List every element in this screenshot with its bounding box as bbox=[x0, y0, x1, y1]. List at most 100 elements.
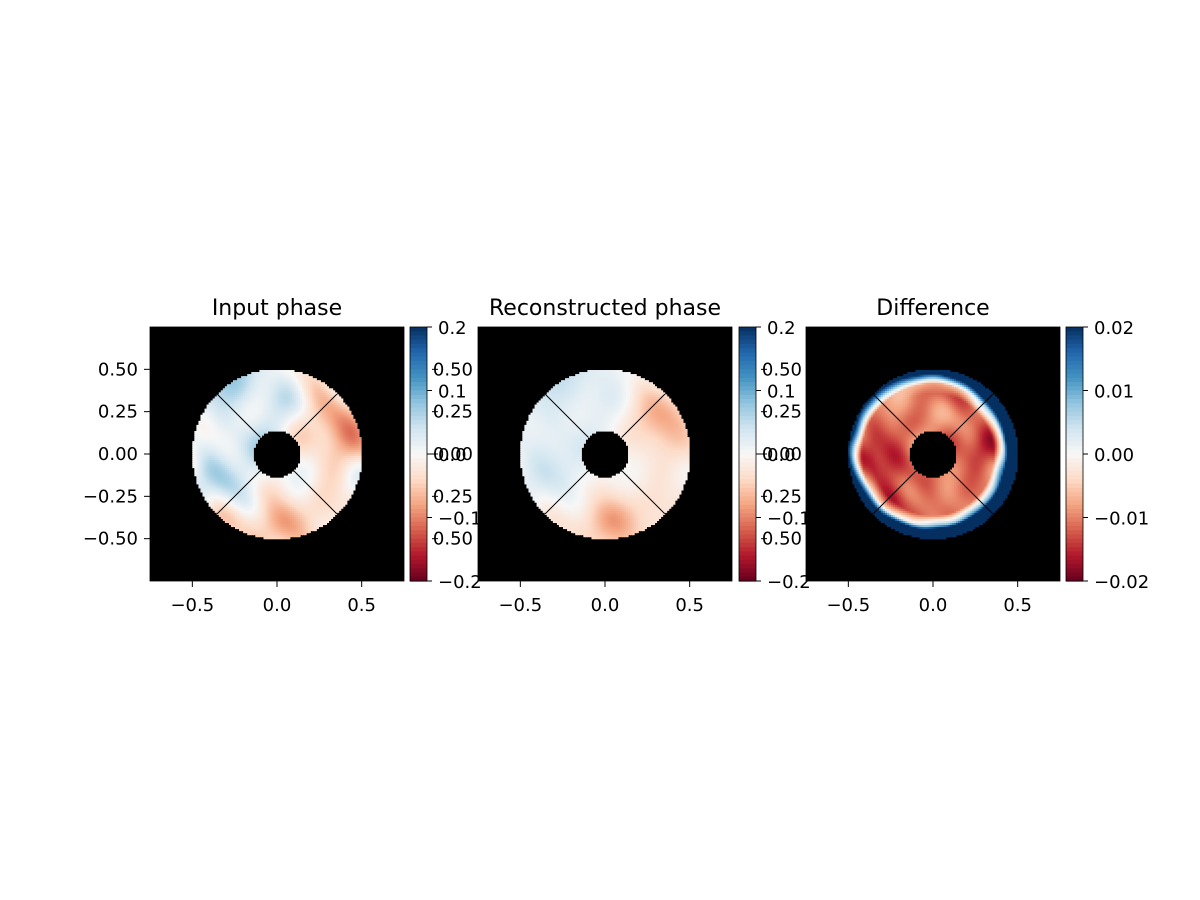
pixel-cell bbox=[224, 394, 228, 398]
pixel-cell bbox=[358, 443, 362, 446]
pixel-cell bbox=[295, 510, 299, 513]
pixel-cell bbox=[212, 449, 216, 452]
pixel-cell bbox=[304, 510, 307, 513]
pixel-cell bbox=[222, 435, 226, 438]
pixel-cell bbox=[310, 437, 313, 440]
pixel-cell bbox=[287, 394, 291, 398]
pixel-cell bbox=[204, 433, 208, 436]
pixel-cell bbox=[204, 473, 208, 477]
pixel-cell bbox=[237, 443, 240, 446]
pixel-cell bbox=[220, 479, 224, 483]
pixel-cell bbox=[302, 412, 305, 416]
pixel-cell bbox=[334, 461, 338, 465]
pixel-cell bbox=[316, 435, 319, 438]
pixel-cell bbox=[330, 465, 334, 469]
pixel-cell bbox=[235, 463, 238, 467]
pixel-cell bbox=[291, 424, 295, 428]
pixel-cell bbox=[241, 520, 244, 524]
pixel-cell bbox=[198, 481, 202, 485]
pixel-cell bbox=[277, 408, 281, 412]
pixel-cell bbox=[336, 510, 340, 513]
pixel-cell bbox=[326, 437, 330, 440]
pixel-cell bbox=[196, 443, 200, 446]
pixel-cell bbox=[255, 374, 258, 377]
pixel-cell bbox=[208, 430, 212, 434]
pixel-cell bbox=[239, 463, 242, 467]
pixel-cell bbox=[289, 406, 293, 410]
pixel-cell bbox=[194, 439, 197, 442]
pixel-cell bbox=[255, 491, 258, 495]
pixel-cell bbox=[350, 469, 354, 473]
pixel-cell bbox=[259, 414, 263, 418]
pixel-cell bbox=[300, 526, 303, 530]
pixel-cell bbox=[273, 416, 277, 420]
pixel-cell bbox=[312, 408, 315, 412]
pixel-cell bbox=[300, 504, 303, 507]
pixel-cell bbox=[328, 477, 332, 481]
pixel-cell bbox=[204, 463, 208, 467]
pixel-cell bbox=[208, 439, 212, 442]
pixel-cell bbox=[342, 463, 346, 467]
pixel-cell bbox=[295, 408, 299, 412]
pixel-cell bbox=[232, 520, 236, 524]
pixel-cell bbox=[287, 416, 291, 420]
pixel-cell bbox=[253, 463, 256, 467]
pixel-cell bbox=[259, 524, 263, 528]
pixel-cell bbox=[310, 414, 313, 418]
pixel-cell bbox=[302, 439, 305, 442]
pixel-cell bbox=[251, 443, 254, 446]
pixel-cell bbox=[340, 443, 344, 446]
pixel-cell bbox=[342, 493, 346, 497]
pixel-cell bbox=[226, 495, 230, 499]
pixel-cell bbox=[230, 518, 234, 521]
pixel-cell bbox=[239, 439, 242, 442]
pixel-cell bbox=[348, 483, 352, 487]
pixel-cell bbox=[214, 410, 218, 414]
pixel-cell bbox=[326, 439, 330, 442]
pixel-cell bbox=[273, 376, 277, 379]
pixel-cell bbox=[324, 428, 328, 432]
pixel-cell bbox=[312, 467, 315, 471]
pixel-cell bbox=[249, 528, 252, 532]
pixel-cell bbox=[310, 396, 313, 400]
pixel-cell bbox=[304, 532, 307, 536]
pixel-cell bbox=[226, 510, 230, 513]
pixel-cell bbox=[342, 483, 346, 487]
pixel-cell bbox=[350, 430, 354, 434]
pixel-cell bbox=[354, 428, 358, 432]
pixel-cell bbox=[346, 487, 350, 491]
pixel-cell bbox=[224, 491, 228, 495]
pixel-cell bbox=[300, 457, 303, 461]
pixel-cell bbox=[295, 514, 299, 517]
pixel-cell bbox=[269, 512, 273, 515]
pixel-cell bbox=[356, 465, 360, 469]
pixel-cell bbox=[245, 453, 248, 456]
pixel-cell bbox=[265, 481, 269, 485]
pixel-cell bbox=[308, 433, 311, 436]
pixel-cell bbox=[338, 449, 342, 452]
pixel-cell bbox=[285, 500, 289, 503]
pixel-cell bbox=[324, 467, 328, 471]
pixel-cell bbox=[279, 402, 283, 406]
pixel-cell bbox=[245, 471, 248, 475]
pixel-cell bbox=[281, 386, 285, 389]
pixel-cell bbox=[220, 400, 224, 404]
pixel-cell bbox=[241, 404, 244, 408]
pixel-cell bbox=[304, 463, 307, 467]
pixel-cell bbox=[334, 439, 338, 442]
pixel-cell bbox=[330, 424, 334, 428]
pixel-cell bbox=[218, 433, 222, 436]
pixel-cell bbox=[344, 461, 348, 465]
pixel-cell bbox=[320, 392, 323, 395]
pixel-cell bbox=[314, 508, 317, 511]
pixel-cell bbox=[340, 498, 344, 501]
pixel-cell bbox=[230, 416, 234, 420]
pixel-cell bbox=[308, 457, 311, 461]
pixel-cell bbox=[304, 491, 307, 495]
pixel-cell bbox=[202, 475, 206, 479]
pixel-cell bbox=[251, 500, 254, 503]
pixel-cell bbox=[314, 459, 317, 463]
pixel-cell bbox=[216, 455, 220, 458]
pixel-cell bbox=[232, 485, 236, 489]
pixel-cell bbox=[232, 445, 236, 448]
